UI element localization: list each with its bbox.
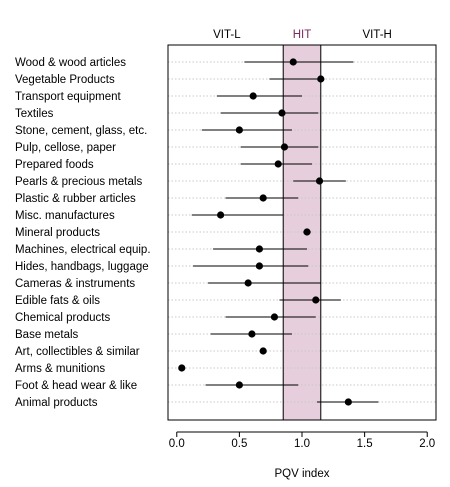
category-label-base-metals: Base metals bbox=[15, 329, 79, 341]
region-label-vit-l: VIT-L bbox=[213, 29, 241, 41]
category-label-foot-head-wear-like: Foot & head wear & like bbox=[15, 380, 137, 392]
category-label-transport-equipment: Transport equipment bbox=[15, 91, 121, 103]
x-tick-label-2: 1.0 bbox=[294, 438, 310, 450]
category-label-edible-fats-oils: Edible fats & oils bbox=[15, 295, 100, 307]
category-label-misc-manufactures: Misc. manufactures bbox=[15, 210, 115, 222]
region-labels: VIT-L HIT VIT-H bbox=[213, 29, 392, 41]
category-label-vegetable-products: Vegetable Products bbox=[15, 74, 115, 86]
category-labels: Wood & wood articles Vegetable Products Tr… bbox=[15, 57, 151, 409]
x-axis-title: PQV index bbox=[275, 468, 330, 480]
category-label-cameras-instruments: Cameras & instruments bbox=[15, 278, 135, 290]
region-label-hit: HIT bbox=[293, 29, 312, 41]
region-label-vit-h: VIT-H bbox=[362, 29, 391, 41]
category-label-arms-munitions: Arms & munitions bbox=[15, 363, 105, 375]
category-label-animal-products: Animal products bbox=[15, 397, 98, 409]
point-foot-head-wear-like bbox=[235, 381, 243, 389]
category-label-wood-wood-articles: Wood & wood articles bbox=[15, 57, 126, 69]
category-label-mineral-products: Mineral products bbox=[15, 227, 100, 239]
category-label-chemical-products: Chemical products bbox=[15, 312, 110, 324]
point-animal-products bbox=[344, 398, 352, 406]
category-label-hides-handbags-luggage: Hides, handbags, luggage bbox=[15, 261, 149, 273]
point-transport-equipment bbox=[249, 92, 257, 100]
point-textiles bbox=[278, 109, 286, 117]
point-plastic-rubber-articles bbox=[259, 194, 267, 202]
point-prepared-foods bbox=[274, 160, 282, 168]
category-label-prepared-foods: Prepared foods bbox=[15, 159, 94, 171]
point-mineral-products bbox=[303, 228, 311, 236]
point-layer bbox=[178, 58, 352, 406]
point-pulp-cellose-paper bbox=[280, 143, 289, 151]
plot-frame bbox=[167, 44, 437, 421]
point-stone-cement-glass-etc bbox=[235, 126, 243, 134]
point-art-collectibles-similar bbox=[259, 347, 267, 355]
category-label-plastic-rubber-articles: Plastic & rubber articles bbox=[15, 193, 136, 205]
point-wood-wood-articles bbox=[289, 58, 297, 66]
x-axis: 0.0 0.5 1.0 1.5 2.0 bbox=[169, 431, 435, 450]
plot-frame-layer bbox=[167, 44, 437, 421]
x-tick-label-1: 0.5 bbox=[231, 438, 247, 450]
point-arms-munitions bbox=[178, 364, 186, 372]
category-label-stone-cement-glass-etc: Stone, cement, glass, etc. bbox=[15, 125, 147, 137]
x-tick-label-4: 2.0 bbox=[419, 438, 435, 450]
category-label-pulp-cellose-paper: Pulp, cellose, paper bbox=[15, 142, 116, 154]
point-edible-fats-oils bbox=[312, 296, 320, 304]
point-hides-handbags-luggage bbox=[255, 262, 264, 270]
point-cameras-instruments bbox=[244, 279, 252, 287]
point-pearls-precious-metals bbox=[315, 177, 324, 185]
point-chemical-products bbox=[270, 313, 279, 321]
point-base-metals bbox=[248, 330, 256, 338]
x-tick-label-3: 1.5 bbox=[357, 438, 373, 450]
x-tick-label-0: 0.0 bbox=[169, 438, 185, 450]
point-machines-electrical-equip bbox=[255, 245, 264, 253]
category-label-art-collectibles-similar: Art, collectibles & similar bbox=[15, 346, 140, 358]
point-misc-manufactures bbox=[216, 211, 225, 219]
category-label-textiles: Textiles bbox=[15, 108, 54, 120]
category-label-pearls-precious-metals: Pearls & precious metals bbox=[15, 176, 142, 188]
category-label-machines-electrical-equip: Machines, electrical equip. bbox=[15, 244, 151, 256]
